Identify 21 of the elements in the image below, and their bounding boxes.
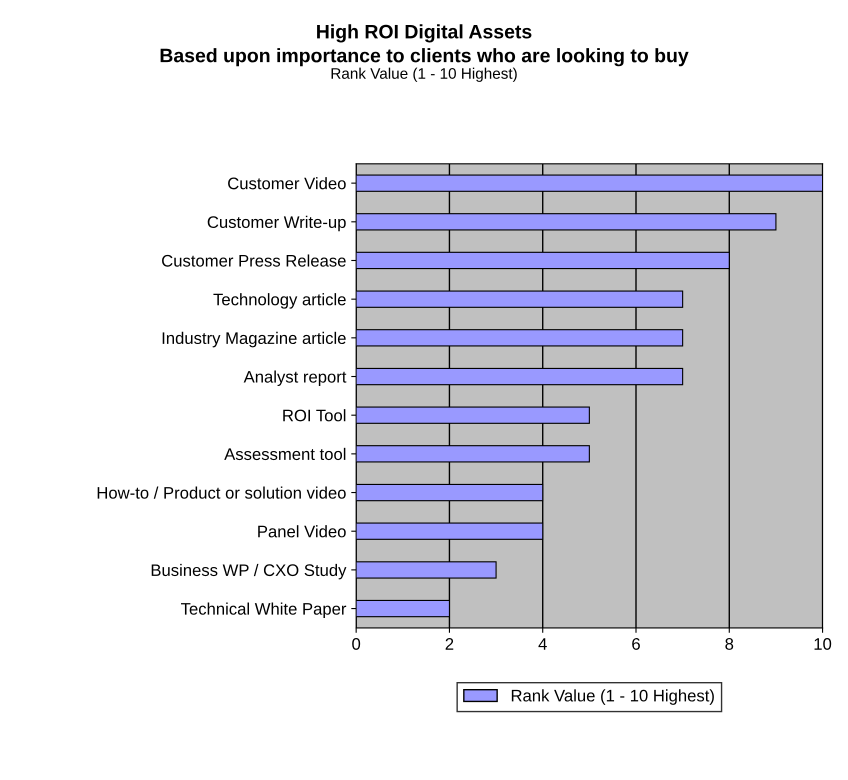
- y-tick-label: Customer Write-up: [208, 216, 346, 232]
- x-tick-label: 4: [538, 638, 547, 650]
- x-tick-label: 10: [814, 638, 832, 650]
- y-tick-label: How-to / Product or solution video: [98, 486, 346, 499]
- y-tick-label: Assessment tool: [224, 448, 346, 460]
- chart-subtitle: Rank Value (1 - 10 Highest): [332, 68, 517, 82]
- y-tick-label: Panel Video: [258, 525, 346, 538]
- x-tick-label: 8: [725, 638, 734, 650]
- y-tick-label: Customer Video: [228, 177, 346, 190]
- y-tick-label: Analyst report: [244, 370, 346, 386]
- y-tick-label: Technology article: [213, 293, 346, 309]
- y-tick-label: ROI Tool: [283, 409, 346, 422]
- x-tick-label: 6: [632, 638, 640, 650]
- legend-label: Rank Value (1 - 10 Highest): [512, 689, 714, 705]
- chart-title: High ROI Digital Assets Based upon importance to clients who are looking to buy: [160, 24, 689, 66]
- y-tick-label: Industry Magazine article: [162, 332, 346, 348]
- y-tick-label: Technical White Paper: [181, 602, 346, 618]
- x-tick-label: 2: [446, 638, 454, 650]
- y-tick-label: Customer Press Release: [162, 254, 346, 267]
- x-tick-label: 0: [352, 638, 360, 650]
- y-tick-label: Business WP / CXO Study: [152, 564, 346, 580]
